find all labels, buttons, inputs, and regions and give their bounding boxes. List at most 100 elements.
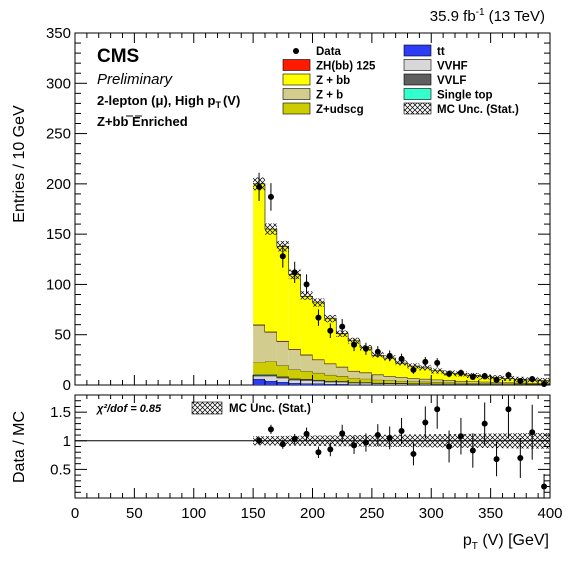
- stack-bar-vvhf: [253, 375, 265, 379]
- ratio-y-tick-label: 0.5: [50, 461, 71, 478]
- main-plot-ticks: 0 50 100 150 200 250 300 350: [46, 25, 551, 394]
- stack-bar-vvhf: [383, 383, 396, 385]
- data-point: [386, 352, 393, 359]
- stack-bar-z-b: [431, 379, 444, 383]
- stack-bar-z-bb: [312, 302, 325, 360]
- ratio-legend-hatch: [191, 401, 223, 415]
- ratio-point: [422, 419, 429, 426]
- stack-bar-z-bb: [300, 296, 313, 355]
- stack-bar-vvhf: [431, 384, 444, 385]
- legend-swatch: [403, 88, 432, 100]
- legend-label: Z + b: [316, 90, 343, 102]
- stack-bar-z-udscg: [324, 374, 337, 381]
- stack-bar-tt: [276, 381, 289, 385]
- stack-bar-z-b: [336, 367, 349, 377]
- mc-unc-bin: [431, 368, 444, 374]
- stack-bar-z-udscg: [312, 372, 325, 380]
- mc-unc-bin: [312, 298, 325, 307]
- stack-bar-z-b: [288, 349, 301, 370]
- stack-bar-z-b: [348, 371, 360, 379]
- ratio-point: [327, 446, 334, 453]
- stack-bar-vvlf: [336, 381, 349, 382]
- stack-bar-z-b: [419, 379, 432, 382]
- legend-label: Data: [316, 46, 342, 58]
- mc-unc-bin: [419, 365, 432, 371]
- ratio-point: [256, 437, 263, 444]
- x-tick-label: 100: [181, 505, 206, 522]
- stack-bar-tt: [265, 380, 277, 385]
- stack-bar-vvhf: [288, 379, 301, 383]
- stack-bar-z-bb: [265, 229, 277, 332]
- stack-bar-z-udscg: [455, 382, 467, 385]
- ratio-point: [434, 406, 441, 413]
- x-tick-label: 400: [537, 505, 562, 522]
- stack-bar-vvhf: [419, 383, 432, 385]
- stack-bar-z-udscg: [276, 365, 289, 377]
- stack-bar-vvlf: [276, 376, 289, 378]
- stack-bar-z-bb: [253, 183, 265, 325]
- y-tick-label: 50: [54, 327, 71, 344]
- stack-bar-z-udscg: [360, 378, 372, 383]
- region-label: Z+bb Enriched: [97, 114, 188, 129]
- stack-bar-z-b: [371, 374, 384, 380]
- x-tick-label: 0: [71, 505, 79, 522]
- stack-bar-vvlf: [348, 382, 360, 383]
- stack-bar-z-udscg: [265, 361, 277, 375]
- data-point: [362, 345, 369, 352]
- mc-unc-bin: [324, 314, 337, 323]
- legend-label: Single top: [437, 90, 493, 102]
- stack-bar-z-udscg: [336, 376, 349, 382]
- stack-bar-z-bb: [324, 318, 337, 364]
- y-tick-label: 100: [46, 276, 71, 293]
- ratio-legend-label: MC Unc. (Stat.): [229, 403, 311, 415]
- stack-bar-tt: [288, 382, 301, 385]
- data-point: [493, 376, 500, 383]
- luminosity-label: 35.9 fb-1 (13 TeV): [430, 7, 545, 25]
- legend-swatch: [403, 59, 432, 71]
- stack-bar-vvhf: [276, 377, 289, 382]
- stack-bar-z-bb: [371, 355, 384, 375]
- stack-bar-z-bb: [419, 367, 432, 379]
- stack-bar-z-bb: [383, 358, 396, 377]
- y-axis-title-main: Entries / 10 GeV: [11, 105, 28, 223]
- stack-bar-z-b: [300, 355, 313, 372]
- stack-bar-vvhf: [443, 384, 455, 385]
- legend-swatch: [282, 102, 311, 115]
- legend-label: MC Unc. (Stat.): [437, 104, 519, 116]
- stack-bar-z-b: [360, 372, 372, 379]
- stack-bar-z-udscg: [431, 382, 444, 384]
- data-point: [398, 355, 405, 362]
- data-point: [327, 327, 334, 334]
- stack-bar-z-b: [265, 332, 277, 362]
- ratio-point: [481, 420, 488, 427]
- y-tick-label: 200: [46, 176, 71, 193]
- stack-bar-z-b: [455, 381, 467, 383]
- stack-bar-z-bb: [395, 363, 408, 378]
- ratio-point: [505, 406, 512, 413]
- stack-bar-z-udscg: [348, 378, 360, 383]
- data-point: [434, 359, 441, 366]
- stack-bar-z-b: [466, 381, 479, 384]
- legend-label: Z + bb: [316, 75, 350, 87]
- x-tick-label: 300: [419, 505, 444, 522]
- legend-swatch: [403, 44, 432, 57]
- ratio-point: [362, 439, 369, 446]
- stack-bar-tt: [336, 383, 349, 385]
- status-label: Preliminary: [97, 71, 174, 88]
- stack-bar-z-b: [443, 380, 455, 383]
- stack-bar-z-udscg: [395, 380, 408, 384]
- data-point: [457, 369, 464, 376]
- stack-bar-vvhf: [300, 380, 313, 384]
- experiment-label: CMS: [97, 46, 139, 67]
- stack-bar-vvlf: [288, 378, 301, 380]
- ratio-point: [469, 447, 476, 454]
- stack-bar-z-bb: [348, 340, 360, 371]
- stack-bar-z-b: [312, 359, 325, 373]
- ratio-point: [398, 428, 405, 435]
- mc-unc-bin: [265, 223, 277, 235]
- ratio-point: [303, 430, 310, 437]
- ratio-points: [256, 395, 548, 498]
- data-point: [410, 366, 417, 373]
- stack-bar-z-udscg: [490, 383, 503, 385]
